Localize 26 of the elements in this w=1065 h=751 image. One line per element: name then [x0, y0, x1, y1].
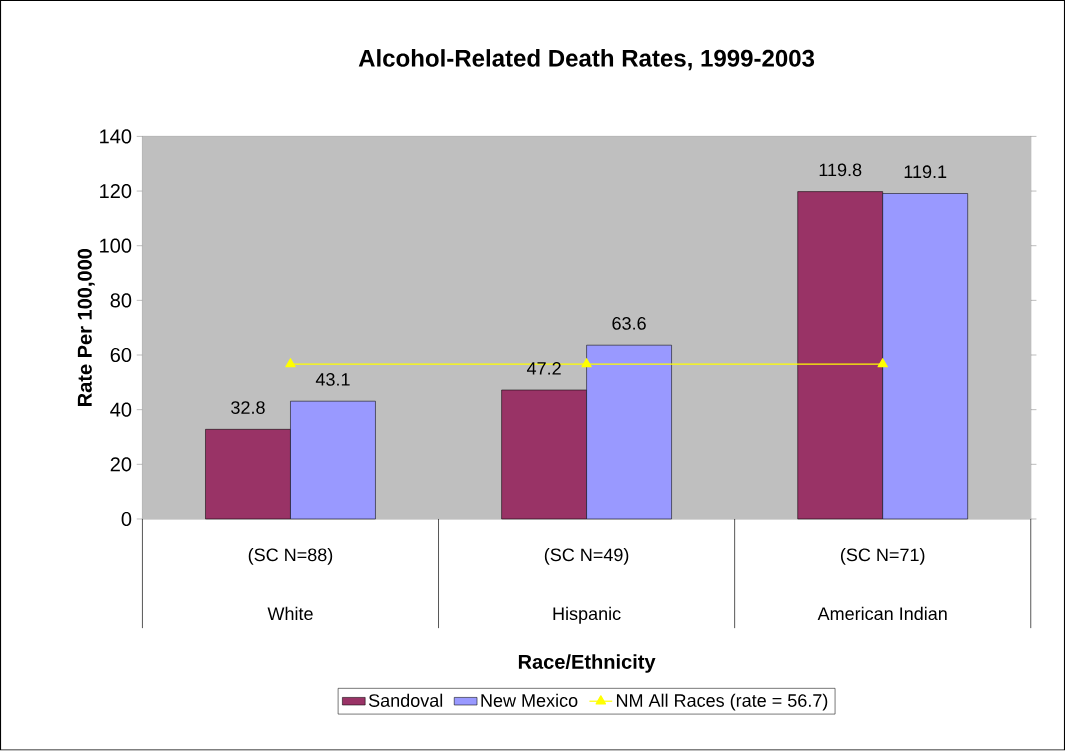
chart-title: Alcohol-Related Death Rates, 1999-2003 [358, 49, 815, 71]
y-tick-label: 100 [100, 238, 132, 254]
text: (SC N=49) [544, 548, 629, 565]
y-tick-label: 120 [100, 184, 132, 199]
y-tick-label: 140 [100, 129, 132, 144]
data-label: 32.8 [231, 401, 265, 415]
data-label: 119.8 [819, 163, 862, 177]
y-tick-label: 40 [110, 402, 132, 417]
y-tick-label: 80 [110, 293, 132, 308]
x-tick-label: White [267, 607, 313, 621]
data-label: 47.2 [526, 362, 561, 375]
y-tick-label: 0 [121, 512, 132, 527]
x-tick-label: American Indian [817, 607, 947, 621]
y-tick-label: 20 [110, 457, 132, 472]
legend-label: Sandoval [368, 693, 443, 708]
text: (SC N=71) [840, 548, 925, 565]
legend-label: New Mexico [481, 693, 578, 708]
x-tick-label: Hispanic [553, 607, 621, 624]
data-label: 119.1 [904, 165, 947, 179]
y-tick-label: 60 [110, 348, 132, 363]
y-axis-title: Rate Per 100,000 [77, 249, 95, 407]
x-axis-title: Race/Ethnicity [518, 654, 656, 674]
legend-label: NM All Races (rate = 56.7) [616, 693, 828, 711]
data-label: 63.6 [612, 317, 646, 330]
data-label: 43.1 [315, 373, 350, 387]
text: (SC N=88) [248, 548, 333, 565]
